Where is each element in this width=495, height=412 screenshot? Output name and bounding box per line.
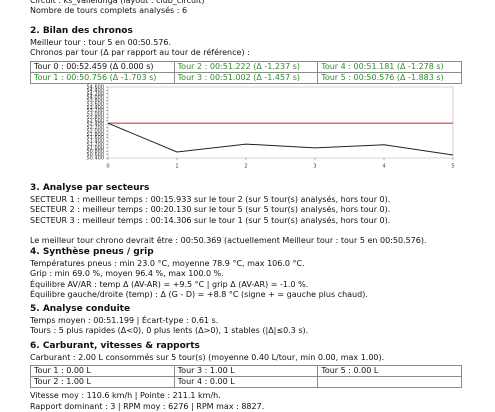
text-line: Rapport dominant : 3 | RPM moy : 6276 | … [30, 401, 265, 411]
section: 2. Bilan des chronos Meilleur tour : tour… [30, 25, 462, 87]
table-cell [317, 376, 462, 389]
y-tick-label: 51.000 [87, 145, 105, 151]
text-line: Équilibre gauche/droite (temp) : Δ (G - … [30, 290, 368, 300]
header-line: Nombre de tours complets analysés : 6 [30, 6, 188, 16]
data-table: Tour 0 : 00:52.459 (Δ 0.000 s) Tour 2 : 0… [30, 60, 462, 84]
text-line: SECTEUR 1 : meilleur temps : 00:15.933 s… [30, 195, 391, 204]
table-cell: Tour 1 : 0.00 L [30, 365, 175, 378]
y-tick-label: 54.000 [87, 95, 105, 101]
text-line: Meilleur tour : tour 5 en 00:50.576. [30, 38, 171, 47]
plot-frame [107, 86, 454, 159]
x-tick-label: 1 [175, 164, 178, 170]
y-tick-label: 50.400 [87, 156, 105, 162]
table-row: Tour 2 : 1.00 L Tour 4 : 0.00 L [30, 376, 462, 389]
section: 6. Carburant, vitesses & rapports Carbura… [30, 340, 462, 412]
text-line: Équilibre AV/AR : temp Δ (AV-AR) = +9.5 … [30, 279, 309, 289]
table-cell: Tour 3 : 00:51.002 (Δ -1.457 s) [173, 71, 319, 84]
y-tick-label: 53.000 [87, 112, 105, 118]
x-tick-label: 3 [313, 164, 316, 170]
text-line: Vitesse moy : 110.6 km/h | Pointe : 211.… [30, 391, 221, 401]
page: Circuit : ks_vallelunga (layout : club_c… [30, 0, 462, 411]
y-tick-label: 54.400 [87, 88, 105, 94]
y-tick-label: 50.600 [87, 152, 105, 158]
text-line: Grip : min 69.0 %, moyen 96.4 %, max 100… [30, 269, 224, 279]
y-tick-label: 53.600 [87, 101, 105, 107]
section: 4. Synthèse pneus / grip Températures pne… [30, 246, 462, 301]
y-tick-label: 54.600 [87, 85, 105, 91]
section-title: 6. Carburant, vitesses & rapports [30, 341, 200, 351]
text-line: Chronos par tour (Δ par rapport au tour … [30, 48, 250, 58]
text-line: Temps moyen : 00:51.199 | Écart-type : 0… [30, 316, 219, 325]
y-tick-label: 52.400 [87, 122, 105, 128]
section: 5. Analyse conduite Temps moyen : 00:51.1… [30, 303, 462, 337]
y-tick-label: 52.200 [87, 125, 105, 131]
y-tick-label: 53.800 [87, 98, 105, 104]
text-line: Tours : 5 plus rapides (Δ<0), 0 plus len… [30, 326, 309, 336]
y-tick-label: 51.800 [87, 132, 105, 138]
table-cell: Tour 1 : 00:50.756 (Δ -1.703 s) [30, 71, 175, 84]
x-tick-label: 0 [106, 164, 109, 170]
data-table: Tour 1 : 0.00 L Tour 3 : 1.00 L Tour 5 : 0… [30, 365, 462, 389]
x-tick-label: 2 [244, 164, 247, 170]
lap-chart: 50.40050.60050.80051.00051.20051.40051.6… [87, 85, 455, 170]
table-cell: Tour 4 : 0.00 L [173, 376, 319, 389]
header: Circuit : ks_vallelunga (layout : club_c… [30, 0, 462, 17]
y-tick-label: 53.200 [87, 108, 105, 114]
text-line: SECTEUR 2 : meilleur temps : 00:20.130 s… [30, 205, 391, 215]
section-title: 4. Synthèse pneus / grip [30, 247, 154, 257]
y-tick-label: 53.400 [87, 105, 105, 111]
section-title: 3. Analyse par secteurs [30, 183, 150, 193]
table-row: Tour 0 : 00:52.459 (Δ 0.000 s) Tour 2 : 0… [30, 60, 462, 73]
text-line: Carburant : 2.00 L consommés sur 5 tour(… [30, 353, 385, 362]
y-tick-label: 51.200 [87, 142, 105, 148]
lap-time-line [107, 122, 454, 156]
y-tick-label: 51.400 [87, 139, 105, 145]
table-cell: Tour 3 : 1.00 L [173, 365, 319, 378]
section-title: 5. Analyse conduite [30, 304, 131, 314]
table-row: Tour 1 : 0.00 L Tour 3 : 1.00 L Tour 5 : 0… [30, 365, 462, 378]
table-cell: Tour 2 : 00:51.222 (Δ -1.237 s) [173, 60, 319, 73]
y-tick-label: 50.800 [87, 149, 105, 155]
table-cell: Tour 5 : 0.00 L [317, 365, 462, 378]
x-tick-label: 5 [451, 164, 454, 170]
text-line: Températures pneus : min 23.0 °C, moyenn… [30, 259, 305, 268]
section: 3. Analyse par secteurs SECTEUR 1 : meill… [30, 182, 462, 247]
section-title: 2. Bilan des chronos [30, 26, 133, 36]
header-line: Circuit : ks_vallelunga (layout : club_c… [30, 0, 205, 5]
y-tick-label: 51.600 [87, 135, 105, 141]
y-tick-label: 52.000 [87, 128, 105, 134]
x-tick-label: 4 [382, 164, 385, 170]
table-cell: Tour 0 : 00:52.459 (Δ 0.000 s) [30, 60, 175, 73]
text-line: Le meilleur tour chrono devrait être : 0… [30, 236, 427, 246]
text-line: SECTEUR 3 : meilleur temps : 00:14.306 s… [30, 215, 391, 225]
table-cell: Tour 4 : 00:51.181 (Δ -1.278 s) [317, 60, 462, 73]
table-cell: Tour 5 : 00:50.576 (Δ -1.883 s) [317, 71, 462, 84]
y-tick-label: 54.200 [87, 91, 105, 97]
table-row: Tour 1 : 00:50.756 (Δ -1.703 s) Tour 3 : … [30, 71, 462, 84]
table-cell: Tour 2 : 1.00 L [30, 376, 175, 389]
y-tick-label: 52.600 [87, 118, 105, 124]
y-tick-label: 52.800 [87, 115, 105, 121]
